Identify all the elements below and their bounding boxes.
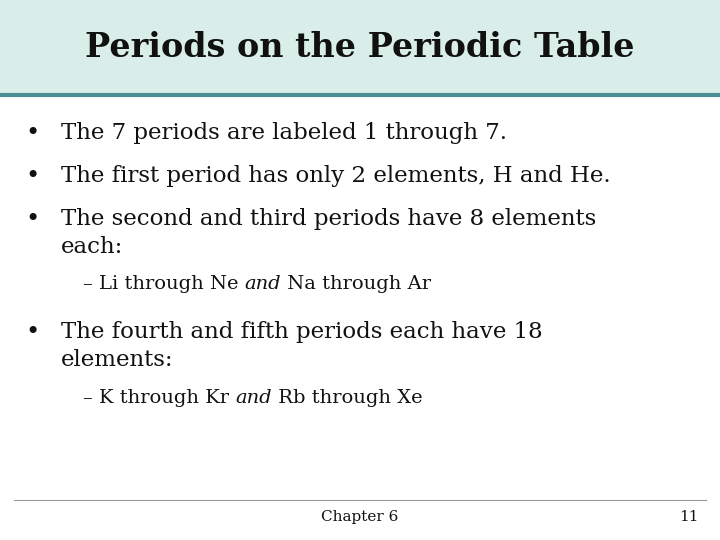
- Text: Periods on the Periodic Table: Periods on the Periodic Table: [85, 31, 635, 64]
- Text: The first period has only 2 elements, H and He.: The first period has only 2 elements, H …: [61, 165, 611, 187]
- FancyBboxPatch shape: [0, 0, 720, 94]
- Text: and: and: [235, 389, 271, 407]
- Text: Rb through Xe: Rb through Xe: [271, 389, 423, 407]
- Text: •: •: [25, 165, 40, 188]
- Text: •: •: [25, 321, 40, 345]
- Text: Na through Ar: Na through Ar: [282, 275, 431, 293]
- Text: Chapter 6: Chapter 6: [321, 510, 399, 524]
- Text: each:: each:: [61, 236, 124, 258]
- Text: •: •: [25, 122, 40, 145]
- Text: The fourth and fifth periods each have 18: The fourth and fifth periods each have 1…: [61, 321, 543, 343]
- Text: elements:: elements:: [61, 349, 174, 372]
- Text: The second and third periods have 8 elements: The second and third periods have 8 elem…: [61, 208, 596, 230]
- Text: 11: 11: [679, 510, 698, 524]
- Text: – Li through Ne: – Li through Ne: [83, 275, 245, 293]
- Text: The 7 periods are labeled 1 through 7.: The 7 periods are labeled 1 through 7.: [61, 122, 507, 144]
- Text: and: and: [245, 275, 282, 293]
- Text: – K through Kr: – K through Kr: [83, 389, 235, 407]
- Text: •: •: [25, 208, 40, 231]
